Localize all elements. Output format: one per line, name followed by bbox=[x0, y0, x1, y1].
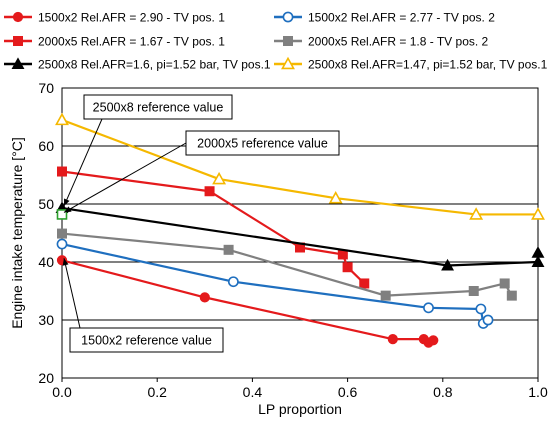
x-tick-label: 0.8 bbox=[433, 384, 453, 400]
annotation-text: 2500x8 reference value bbox=[93, 101, 224, 115]
series-line bbox=[61, 242, 489, 325]
data-point bbox=[223, 244, 234, 255]
legend-label: 1500x2 Rel.AFR = 2.77 - TV pos. 2 bbox=[308, 11, 495, 25]
reference-marker-2000x5 bbox=[56, 209, 68, 220]
data-point bbox=[380, 290, 391, 301]
series-1 bbox=[56, 255, 439, 348]
series-3 bbox=[57, 166, 370, 289]
legend-label: 2000x5 Rel.AFR = 1.67 - TV pos. 1 bbox=[38, 35, 225, 49]
legend-item-1: 1500x2 Rel.AFR = 2.90 - TV pos. 1 bbox=[4, 11, 225, 25]
legend-label: 2000x5 Rel.AFR = 1.8 - TV pos. 2 bbox=[308, 35, 489, 49]
legend: 1500x2 Rel.AFR = 2.90 - TV pos. 1 1500x2 … bbox=[4, 11, 548, 72]
data-point bbox=[204, 186, 215, 197]
data-point bbox=[468, 286, 479, 296]
data-point bbox=[499, 278, 510, 289]
series-line bbox=[61, 206, 540, 267]
data-point bbox=[531, 246, 545, 258]
annotation-text: 1500x2 reference value bbox=[81, 334, 212, 348]
x-tick-label: 0.0 bbox=[52, 384, 72, 400]
legend-marker bbox=[283, 36, 293, 46]
legend-item-4: 2000x5 Rel.AFR = 1.8 - TV pos. 2 bbox=[274, 35, 489, 49]
annotation-2: 2000x5 reference value bbox=[63, 130, 340, 213]
x-axis-label: LP proportion bbox=[258, 401, 342, 417]
annotation-arrow bbox=[63, 258, 81, 329]
y-tick-label: 30 bbox=[38, 312, 54, 328]
data-point bbox=[423, 302, 434, 314]
series-2 bbox=[56, 238, 494, 329]
data-point bbox=[359, 278, 370, 289]
data-point bbox=[199, 292, 210, 303]
data-point bbox=[531, 255, 545, 267]
y-tick-labels: 20 30 40 50 60 70 bbox=[38, 80, 54, 386]
legend-marker bbox=[12, 11, 24, 23]
annotation-1: 2500x8 reference value bbox=[63, 94, 233, 207]
legend-item-5: 2500x8 Rel.AFR=1.6, pi=1.52 bar, TV pos.… bbox=[4, 57, 271, 72]
legend-label: 1500x2 Rel.AFR = 2.90 - TV pos. 1 bbox=[38, 11, 225, 25]
data-point bbox=[212, 171, 227, 185]
annotation-box bbox=[83, 94, 233, 120]
annotation-arrow bbox=[63, 142, 187, 213]
data-point bbox=[387, 334, 398, 345]
data-point bbox=[55, 112, 69, 126]
y-tick-label: 20 bbox=[38, 370, 54, 386]
annotations: 2500x8 reference value 2000x5 reference v… bbox=[62, 94, 340, 353]
data-point bbox=[56, 238, 68, 250]
annotation-text: 2000x5 reference value bbox=[197, 137, 328, 151]
legend-marker bbox=[11, 57, 25, 69]
y-axis-label: Engine intake temperature [°C] bbox=[9, 137, 25, 329]
legend-item-3: 2000x5 Rel.AFR = 1.67 - TV pos. 1 bbox=[4, 35, 225, 49]
legend-marker bbox=[282, 11, 294, 23]
data-point bbox=[475, 303, 487, 315]
x-tick-label: 1.0 bbox=[528, 384, 548, 400]
data-point bbox=[428, 335, 439, 346]
data-point bbox=[506, 290, 517, 301]
annotation-3: 1500x2 reference value bbox=[62, 258, 224, 353]
annotation-arrowhead bbox=[64, 206, 72, 213]
data-point bbox=[57, 228, 67, 239]
x-tick-labels: 0.0 0.2 0.4 0.6 0.8 1.0 bbox=[52, 378, 548, 400]
annotation-arrowhead bbox=[64, 198, 70, 207]
annotation-arrowhead bbox=[62, 258, 69, 266]
annotation-arrow bbox=[63, 118, 103, 207]
x-tick-label: 0.2 bbox=[147, 384, 167, 400]
data-point bbox=[57, 166, 67, 177]
legend-label: 2500x8 Rel.AFR=1.6, pi=1.52 bar, TV pos.… bbox=[38, 58, 271, 72]
annotation-box bbox=[185, 130, 340, 156]
data-point bbox=[328, 190, 343, 204]
x-tick-label: 0.6 bbox=[338, 384, 358, 400]
data-point bbox=[469, 207, 484, 220]
y-tick-label: 70 bbox=[38, 80, 54, 96]
data-point bbox=[482, 314, 494, 326]
series-6 bbox=[55, 112, 545, 220]
legend-marker bbox=[13, 36, 23, 46]
series-4 bbox=[57, 228, 517, 301]
data-point bbox=[342, 262, 353, 273]
data-point bbox=[227, 276, 239, 288]
legend-item-6: 2500x8 Rel.AFR=1.47, pi=1.52 bar, TV pos… bbox=[274, 56, 548, 72]
series-layer bbox=[55, 112, 545, 348]
y-tick-label: 60 bbox=[38, 138, 54, 154]
gridlines bbox=[62, 145, 538, 321]
legend-item-2: 1500x2 Rel.AFR = 2.77 - TV pos. 2 bbox=[274, 11, 495, 25]
x-tick-label: 0.4 bbox=[243, 384, 263, 400]
data-point bbox=[441, 258, 455, 271]
legend-label: 2500x8 Rel.AFR=1.47, pi=1.52 bar, TV pos… bbox=[308, 58, 548, 72]
y-tick-label: 40 bbox=[38, 254, 54, 270]
y-tick-label: 50 bbox=[38, 196, 54, 212]
annotation-box bbox=[69, 327, 224, 353]
data-point bbox=[531, 207, 545, 220]
legend-marker bbox=[281, 56, 295, 70]
